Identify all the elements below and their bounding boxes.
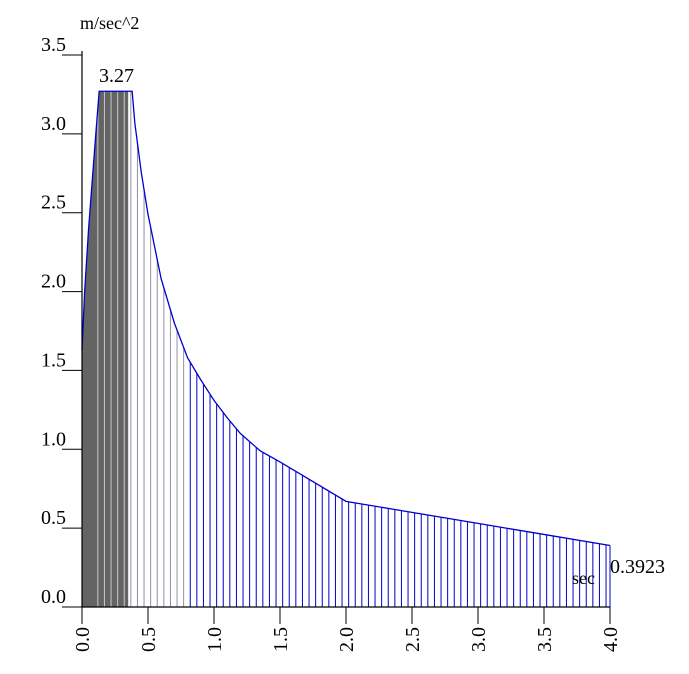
shaded-area <box>82 91 129 607</box>
y-tick-label: 3.0 <box>41 113 66 135</box>
x-tick-label: 0.5 <box>138 627 160 652</box>
spectrum-curve <box>81 90 611 547</box>
end-value-label: 0.3923 <box>610 556 665 578</box>
hatch-layer <box>97 91 611 607</box>
y-axis-label: m/sec^2 <box>80 13 139 33</box>
axes-layer: 0.0 0.5 1.0 1.5 2.0 2.5 3.0 3.5 0.0 0.5 1.0 1.5 2.0 2… <box>41 34 622 652</box>
y-tick-label: 0.5 <box>41 507 66 529</box>
y-tick-label: 0.0 <box>41 586 66 608</box>
y-tick-label: 3.5 <box>41 34 66 56</box>
x-tick-label: 1.5 <box>270 627 292 652</box>
x-tick-label: 2.0 <box>336 627 358 652</box>
y-tick-label: 1.5 <box>41 349 66 371</box>
x-tick-label: 3.5 <box>534 627 556 652</box>
y-tick-label: 2.5 <box>41 192 66 214</box>
x-tick-label: 3.0 <box>468 627 490 652</box>
x-tick-label: 1.0 <box>204 627 226 652</box>
shaded-area-layer <box>82 91 129 607</box>
x-tick-label: 4.0 <box>600 627 622 652</box>
x-tick-label: 0.0 <box>72 627 94 652</box>
curve-layer <box>81 90 611 547</box>
y-tick-label: 2.0 <box>41 271 66 293</box>
peak-value-label: 3.27 <box>99 65 134 87</box>
x-tick-label: 2.5 <box>402 627 424 652</box>
x-axis-label: sec <box>572 568 595 588</box>
y-tick-label: 1.0 <box>41 428 66 450</box>
